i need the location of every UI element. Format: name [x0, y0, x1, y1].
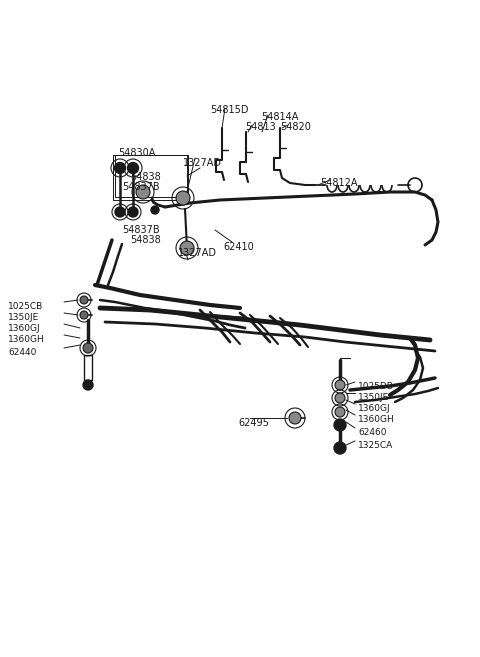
- Circle shape: [128, 207, 138, 217]
- Circle shape: [334, 442, 346, 454]
- Text: 54838: 54838: [130, 172, 161, 182]
- Text: 54838: 54838: [130, 235, 161, 245]
- Circle shape: [128, 162, 139, 173]
- Circle shape: [335, 380, 345, 390]
- Text: 54813: 54813: [245, 122, 276, 132]
- Circle shape: [335, 393, 345, 403]
- Text: 54837B: 54837B: [122, 225, 160, 235]
- Text: 1025DB: 1025DB: [358, 382, 394, 391]
- Circle shape: [180, 241, 194, 255]
- Text: 1350JE: 1350JE: [358, 393, 389, 402]
- Text: 1360GJ: 1360GJ: [8, 324, 41, 333]
- Circle shape: [136, 185, 150, 199]
- Text: 1360GH: 1360GH: [8, 335, 45, 344]
- Circle shape: [335, 407, 345, 417]
- Text: 1350JE: 1350JE: [8, 313, 39, 322]
- Text: 54812A: 54812A: [320, 178, 358, 188]
- Text: 1327AD: 1327AD: [183, 158, 222, 168]
- Text: 1360GJ: 1360GJ: [358, 404, 391, 413]
- Text: 1327AD: 1327AD: [178, 248, 217, 258]
- Text: 54814A: 54814A: [261, 112, 299, 122]
- Circle shape: [83, 343, 93, 353]
- Circle shape: [115, 162, 125, 173]
- Circle shape: [151, 206, 159, 214]
- Text: 62460: 62460: [358, 428, 386, 437]
- Text: 1325CA: 1325CA: [358, 441, 393, 450]
- Bar: [113, 155, 188, 200]
- Text: 54837B: 54837B: [122, 182, 160, 192]
- Text: 62440: 62440: [8, 348, 36, 357]
- Circle shape: [176, 191, 190, 205]
- Text: 1025CB: 1025CB: [8, 302, 43, 311]
- Text: 54830A: 54830A: [118, 148, 156, 158]
- Circle shape: [80, 296, 88, 304]
- Circle shape: [80, 311, 88, 319]
- Circle shape: [115, 207, 125, 217]
- Circle shape: [334, 419, 346, 431]
- Bar: [115, 155, 187, 197]
- Text: 1360GH: 1360GH: [358, 415, 395, 424]
- Text: 54820: 54820: [280, 122, 311, 132]
- Text: 54815D: 54815D: [210, 105, 249, 115]
- Circle shape: [289, 412, 301, 424]
- Circle shape: [83, 380, 93, 390]
- Text: 62495: 62495: [238, 418, 269, 428]
- Text: 62410: 62410: [223, 242, 254, 252]
